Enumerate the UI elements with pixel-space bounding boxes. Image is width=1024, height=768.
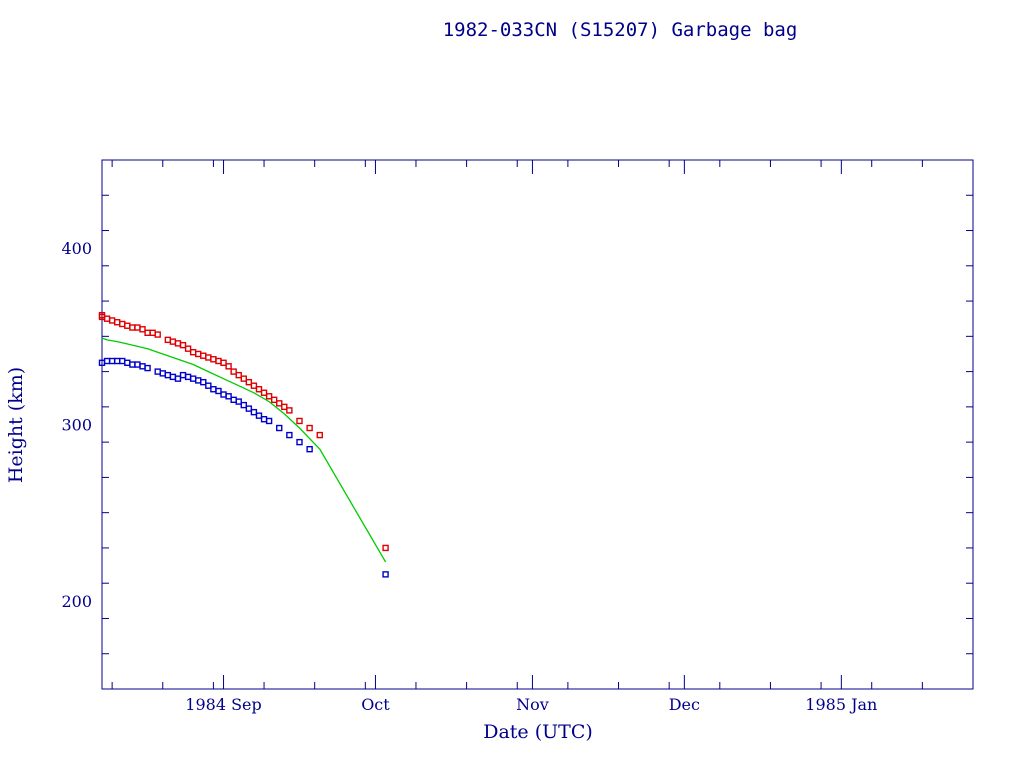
data-point — [210, 356, 217, 363]
data-point — [169, 373, 177, 381]
data-point — [286, 407, 293, 414]
data-point — [306, 445, 313, 453]
data-point — [265, 393, 273, 400]
data-point — [103, 315, 111, 322]
data-point — [119, 357, 126, 365]
data-point — [205, 354, 212, 361]
x-tick-label: Dec — [669, 695, 700, 714]
x-tick-label: 1985 Jan — [805, 695, 877, 714]
data-point — [124, 359, 131, 366]
data-point — [174, 340, 182, 347]
data-point — [164, 336, 172, 344]
data-point — [113, 319, 121, 326]
data-point — [306, 424, 313, 432]
x-tick-label: Oct — [361, 695, 390, 714]
data-point — [235, 371, 242, 379]
data-point — [179, 371, 187, 379]
data-point — [286, 431, 293, 439]
data-point — [276, 400, 283, 407]
data-point — [189, 349, 197, 356]
series-markers — [98, 311, 389, 552]
data-point — [119, 320, 126, 328]
data-point — [250, 408, 258, 416]
data-point — [189, 375, 197, 382]
data-point — [113, 357, 121, 365]
data-point — [149, 329, 156, 337]
data-point — [220, 359, 227, 366]
data-point — [225, 363, 232, 370]
series-markers — [98, 357, 389, 578]
data-point — [230, 396, 237, 404]
series-line — [101, 337, 387, 563]
data-point — [144, 364, 151, 372]
data-point — [215, 387, 222, 395]
data-point — [169, 338, 177, 345]
data-point — [235, 398, 242, 405]
data-point — [220, 391, 227, 398]
data-point — [210, 386, 217, 393]
data-point — [230, 368, 237, 375]
data-point — [139, 326, 146, 333]
data-point — [270, 396, 278, 404]
data-point — [134, 361, 141, 368]
data-point — [276, 424, 283, 432]
data-point — [240, 375, 247, 382]
data-point — [255, 412, 263, 419]
data-point — [296, 417, 303, 425]
data-point — [260, 389, 268, 396]
data-point — [225, 393, 232, 400]
data-point — [164, 371, 172, 379]
data-point — [281, 403, 288, 411]
data-point — [195, 350, 202, 358]
data-point — [195, 377, 202, 384]
data-point — [296, 438, 303, 446]
data-point — [103, 357, 111, 365]
data-point — [159, 370, 166, 377]
data-point — [184, 345, 192, 352]
data-point — [154, 331, 161, 338]
data-point — [129, 361, 136, 368]
data-point — [139, 363, 146, 370]
data-point — [205, 382, 212, 389]
chart-title: 1982-033CN (S15207) Garbage bag — [443, 19, 798, 41]
data-point — [382, 571, 389, 578]
axis-ticks: 200 300 400 1984 Sep Oct Nov Dec 1985 Jan — [61, 159, 974, 714]
data-point — [154, 368, 161, 375]
data-point — [129, 324, 136, 331]
data-point — [255, 386, 263, 393]
data-point — [316, 431, 323, 439]
data-point — [382, 544, 389, 552]
y-tick-label: 200 — [61, 592, 92, 611]
plot-frame — [101, 159, 974, 690]
data-point — [174, 375, 182, 382]
x-tick-label: 1984 Sep — [185, 695, 261, 714]
data-point — [124, 322, 131, 329]
y-axis-label: Height (km) — [5, 367, 27, 483]
data-point — [250, 382, 258, 389]
data-point — [245, 378, 253, 386]
y-tick-label: 300 — [61, 416, 92, 435]
x-tick-label: Nov — [516, 695, 549, 714]
data-point — [134, 324, 141, 331]
data-point — [179, 341, 187, 349]
data-point — [200, 352, 207, 359]
data-point — [108, 357, 116, 365]
data-point — [260, 416, 268, 423]
y-tick-label: 400 — [61, 239, 92, 258]
data-point — [108, 317, 116, 324]
data-point — [200, 378, 207, 386]
series-layer — [98, 311, 389, 578]
data-point — [144, 329, 151, 337]
data-point — [215, 357, 222, 365]
data-point — [265, 417, 273, 425]
data-point — [245, 405, 253, 412]
x-axis-label: Date (UTC) — [483, 721, 593, 743]
data-point — [184, 373, 192, 381]
data-point — [240, 401, 247, 409]
